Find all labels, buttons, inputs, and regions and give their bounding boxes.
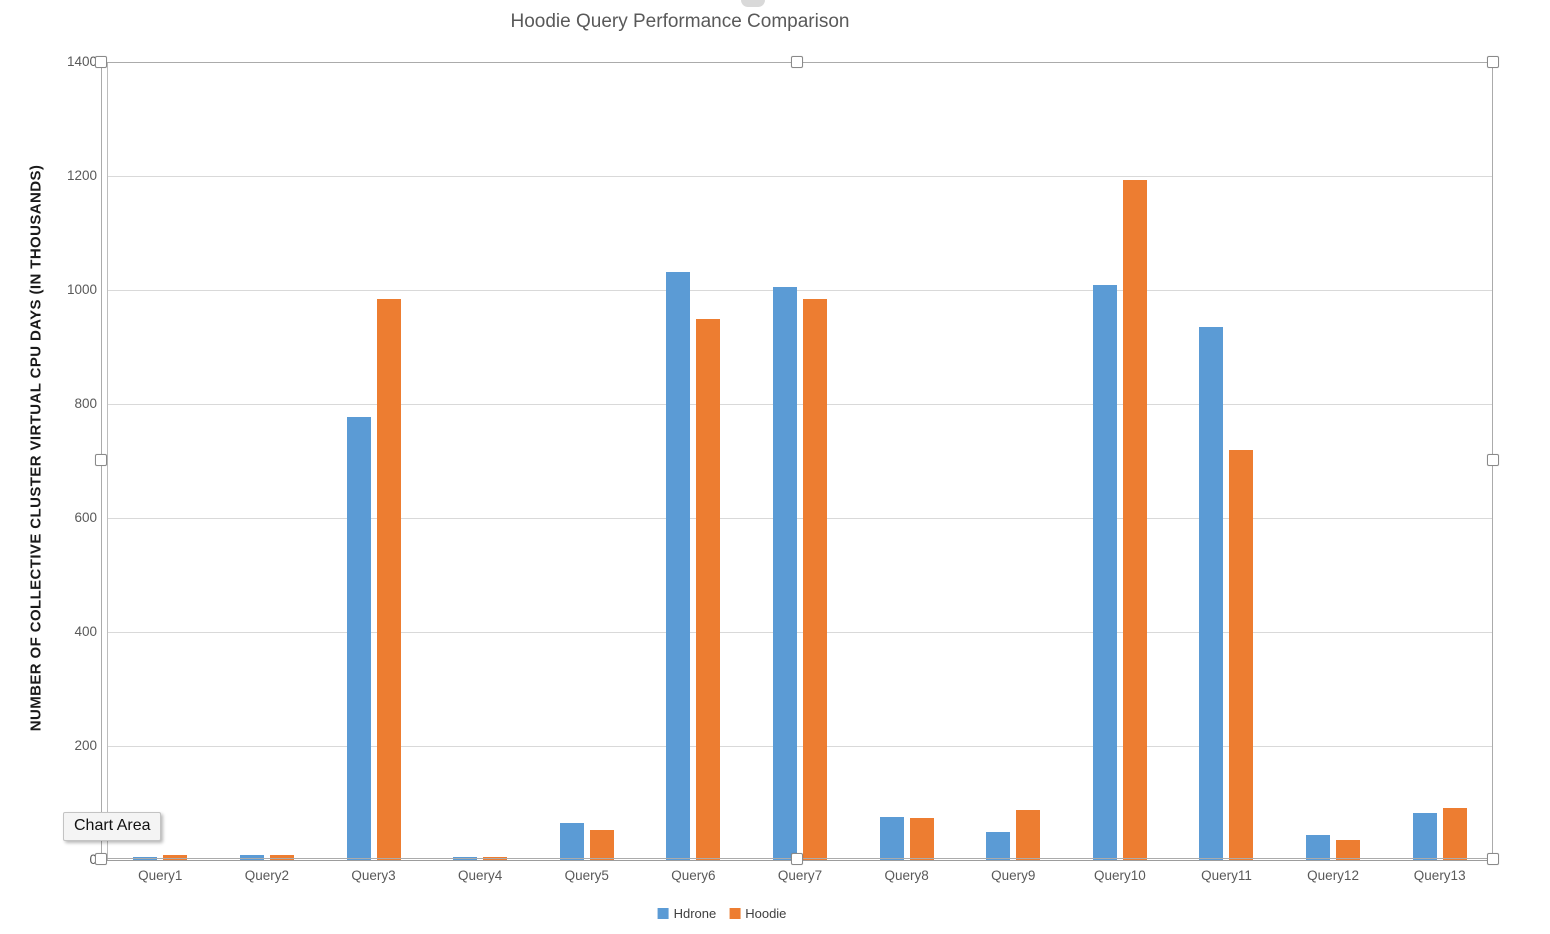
bar-hdrone-query9[interactable] (986, 832, 1011, 860)
window-edge-artifact (741, 0, 765, 7)
chart-selection-outline (101, 62, 1493, 859)
bar-hoodie-query5[interactable] (589, 829, 614, 860)
gridline-200 (107, 745, 1493, 747)
selection-handle-bottom-right[interactable] (1487, 853, 1499, 865)
x-category-label-query11[interactable]: Query11 (1201, 868, 1252, 883)
chart-area-tooltip: Chart Area (63, 812, 162, 841)
bar-hdrone-query5[interactable] (559, 822, 584, 860)
chart-title[interactable]: Hoodie Query Performance Comparison (510, 11, 850, 32)
x-category-label-query6[interactable]: Query6 (671, 868, 716, 883)
y-tick-label-1400[interactable]: 1400 (66, 54, 97, 69)
x-category-label-query2[interactable]: Query2 (244, 868, 290, 883)
legend-swatch-hoodie (729, 908, 741, 919)
y-tick-label-1000[interactable]: 1000 (66, 282, 97, 297)
selection-handle-bottom-left[interactable] (95, 853, 107, 865)
y-tick-label-800[interactable]: 800 (74, 396, 97, 411)
gridline-1200 (107, 175, 1493, 177)
gridline-600 (107, 517, 1493, 519)
gridline-1000 (107, 289, 1493, 291)
bar-hdrone-query3[interactable] (346, 417, 371, 860)
bar-hoodie-query7[interactable] (803, 298, 827, 860)
selection-handle-bottom-center[interactable] (791, 853, 803, 865)
bar-hoodie-query2[interactable] (269, 854, 294, 860)
bar-hoodie-query12[interactable] (1336, 840, 1361, 860)
x-category-label-query1[interactable]: Query1 (138, 868, 183, 883)
bar-hdrone-query6[interactable] (666, 272, 691, 860)
bar-hdrone-query10[interactable] (1092, 285, 1117, 860)
x-category-label-query4[interactable]: Query4 (458, 868, 503, 883)
y-axis-title[interactable]: NUMBER OF COLLECTIVE CLUSTER VIRTUAL CPU… (27, 164, 45, 732)
bar-hoodie-query11[interactable] (1229, 450, 1254, 860)
selection-handle-top-right[interactable] (1487, 56, 1499, 68)
x-category-label-query8[interactable]: Query8 (884, 868, 929, 883)
legend-swatch-hdrone (657, 908, 669, 919)
y-tick-label-0[interactable]: 0 (89, 852, 97, 867)
x-category-label-query3[interactable]: Query3 (351, 868, 396, 883)
legend-label-hoodie: Hoodie (745, 906, 787, 921)
gridline-800 (107, 403, 1493, 405)
bar-hoodie-query8[interactable] (909, 817, 934, 860)
bar-hdrone-query8[interactable] (879, 817, 904, 860)
selection-handle-middle-right[interactable] (1487, 454, 1499, 466)
bar-hoodie-query9[interactable] (1016, 809, 1041, 860)
x-category-label-query10[interactable]: Query10 (1093, 868, 1146, 883)
bar-hdrone-query13[interactable] (1412, 813, 1437, 860)
bar-hoodie-query3[interactable] (376, 298, 401, 860)
y-tick-label-200[interactable]: 200 (74, 738, 97, 753)
x-category-label-query5[interactable]: Query5 (564, 868, 609, 883)
selection-handle-top-center[interactable] (791, 56, 803, 68)
bar-hoodie-query13[interactable] (1442, 808, 1467, 860)
y-tick-label-400[interactable]: 400 (74, 624, 97, 639)
y-axis-line (106, 62, 108, 860)
x-category-label-query13[interactable]: Query13 (1413, 868, 1466, 883)
gridline-400 (107, 631, 1493, 633)
selection-handle-top-left[interactable] (95, 56, 107, 68)
bar-hoodie-query1[interactable] (163, 855, 188, 860)
bar-hdrone-query7[interactable] (773, 287, 797, 860)
bar-hdrone-query2[interactable] (239, 854, 264, 860)
bar-hdrone-query11[interactable] (1199, 327, 1224, 860)
x-category-label-query9[interactable]: Query9 (991, 868, 1036, 883)
bar-hoodie-query10[interactable] (1122, 179, 1147, 860)
chart-legend[interactable]: Hdrone Hoodie (657, 906, 786, 921)
y-tick-label-1200[interactable]: 1200 (66, 168, 97, 183)
x-category-label-query7[interactable]: Query7 (777, 868, 823, 883)
bar-hoodie-query6[interactable] (696, 318, 721, 860)
selection-handle-middle-left[interactable] (95, 454, 107, 466)
legend-item-hoodie[interactable]: Hoodie (729, 906, 786, 921)
x-category-label-query12[interactable]: Query12 (1307, 868, 1359, 883)
bar-hdrone-query12[interactable] (1306, 834, 1331, 860)
y-tick-label-600[interactable]: 600 (74, 510, 97, 525)
legend-label-hdrone: Hdrone (673, 906, 717, 921)
legend-item-hdrone[interactable]: Hdrone (657, 906, 717, 921)
